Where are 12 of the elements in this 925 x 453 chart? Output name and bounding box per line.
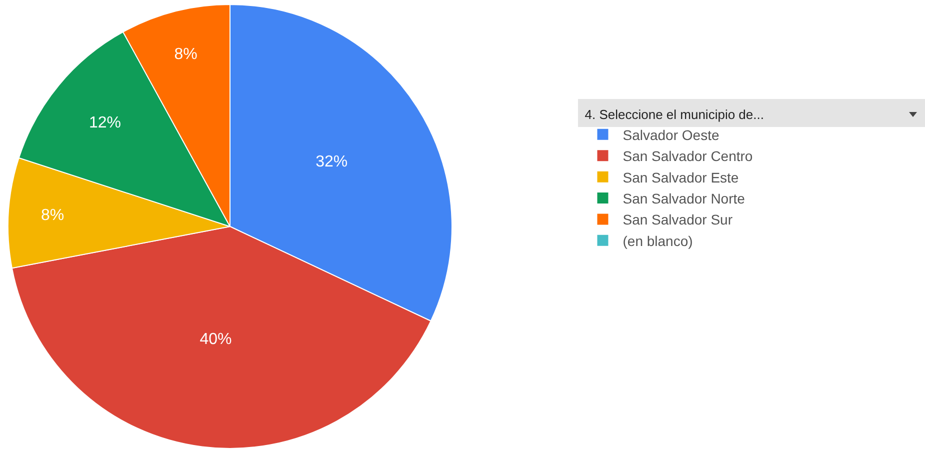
data-label: 8% [174, 46, 198, 63]
legend-label: Salvador Oeste [622, 126, 720, 143]
data-label: 32% [316, 154, 348, 171]
legend-label: San Salvador Centro [622, 148, 753, 164]
legend-label: San Salvador Sur [622, 212, 733, 228]
legend-label: San Salvador Este [622, 169, 739, 186]
legend-label: San Salvador Norte [622, 190, 746, 206]
data-label: 40% [200, 330, 232, 348]
data-label: 8% [41, 206, 64, 224]
legend-label: (en blanco) [622, 232, 693, 249]
legend-title: 4. Seleccione el municipio de... [584, 106, 764, 122]
data-label: 12% [88, 114, 122, 132]
